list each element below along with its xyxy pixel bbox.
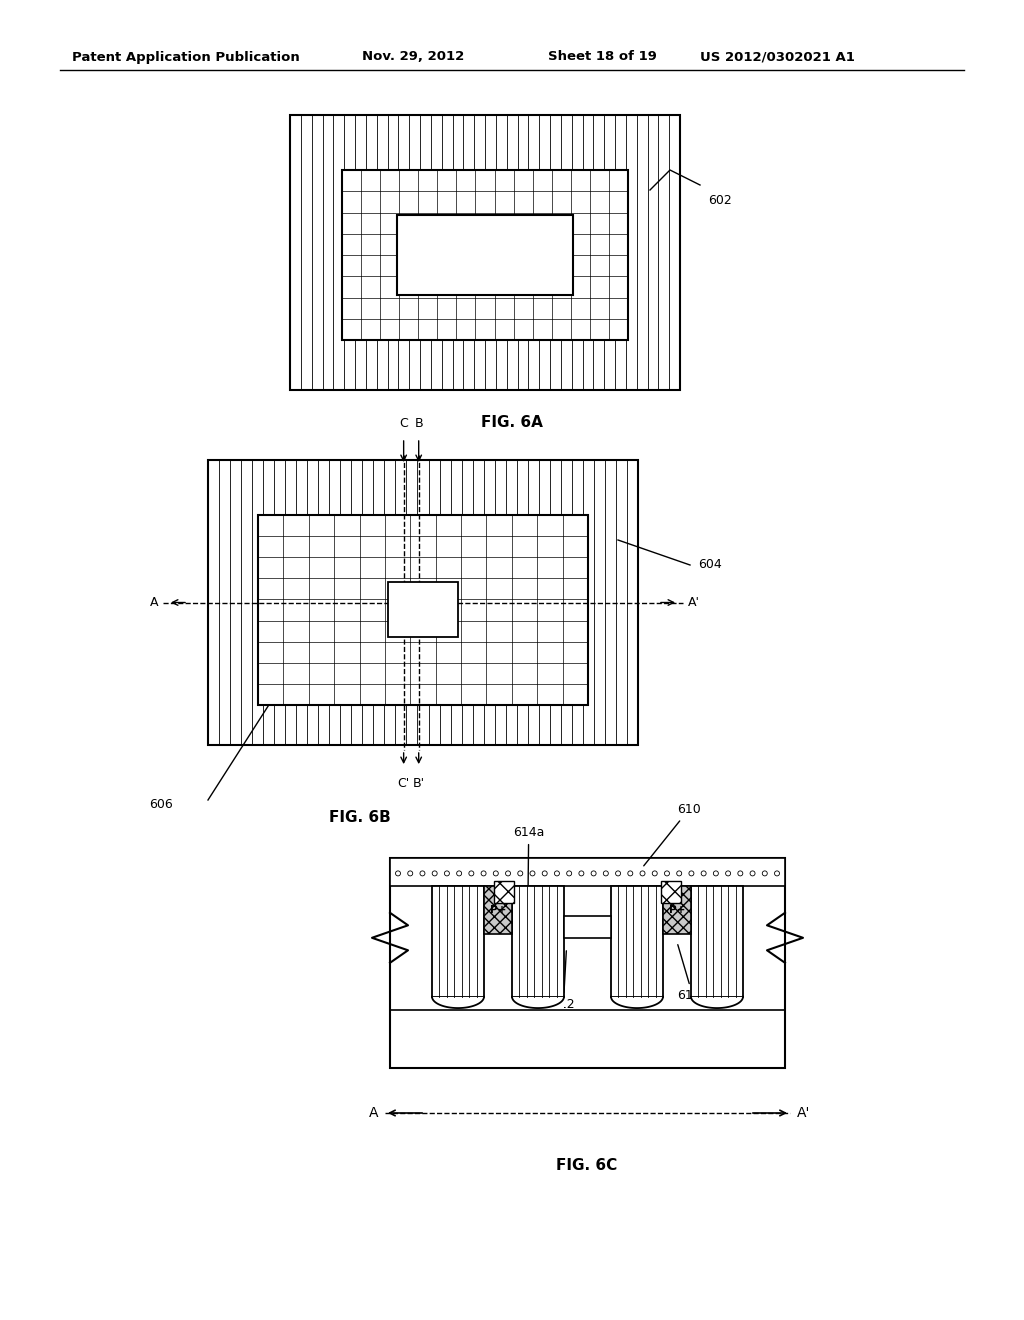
Text: P+: P+ bbox=[489, 906, 506, 915]
Bar bbox=[564, 916, 611, 939]
Bar bbox=[663, 886, 691, 935]
Bar bbox=[290, 115, 680, 389]
Bar bbox=[662, 880, 681, 903]
Text: FIG. 6B: FIG. 6B bbox=[329, 810, 391, 825]
Bar bbox=[432, 997, 484, 1008]
Text: A: A bbox=[369, 1106, 378, 1119]
Bar bbox=[512, 886, 564, 997]
Bar bbox=[611, 997, 663, 1008]
Text: A': A' bbox=[797, 1106, 810, 1119]
Bar bbox=[691, 997, 743, 1008]
Bar bbox=[397, 215, 573, 294]
Text: C: C bbox=[399, 417, 408, 430]
Text: 614a: 614a bbox=[513, 826, 545, 894]
Text: 604: 604 bbox=[698, 558, 722, 572]
Bar bbox=[691, 886, 743, 997]
Bar bbox=[512, 997, 564, 1008]
Bar bbox=[388, 582, 458, 638]
Text: FIG. 6C: FIG. 6C bbox=[556, 1158, 617, 1173]
Text: 612: 612 bbox=[552, 950, 575, 1011]
Text: B: B bbox=[415, 417, 423, 430]
Text: C': C' bbox=[397, 777, 410, 789]
Bar bbox=[432, 886, 484, 997]
Bar bbox=[390, 858, 785, 886]
Bar bbox=[390, 858, 785, 1068]
Text: P+: P+ bbox=[669, 906, 685, 915]
Text: B': B' bbox=[413, 777, 425, 789]
Text: 602: 602 bbox=[708, 194, 732, 206]
Bar bbox=[611, 886, 663, 997]
Text: 614b: 614b bbox=[677, 945, 709, 1002]
Text: US 2012/0302021 A1: US 2012/0302021 A1 bbox=[700, 50, 855, 63]
Bar bbox=[258, 515, 588, 705]
Bar bbox=[494, 880, 514, 903]
Text: A: A bbox=[150, 597, 158, 609]
Bar bbox=[208, 459, 638, 744]
Bar bbox=[342, 170, 628, 341]
Text: A': A' bbox=[688, 597, 700, 609]
Text: 606: 606 bbox=[150, 799, 173, 812]
Text: Nov. 29, 2012: Nov. 29, 2012 bbox=[362, 50, 464, 63]
Text: FIG. 6A: FIG. 6A bbox=[481, 414, 543, 430]
Text: 610: 610 bbox=[644, 803, 700, 866]
Text: Sheet 18 of 19: Sheet 18 of 19 bbox=[548, 50, 656, 63]
Text: Patent Application Publication: Patent Application Publication bbox=[72, 50, 300, 63]
Bar bbox=[484, 886, 512, 935]
